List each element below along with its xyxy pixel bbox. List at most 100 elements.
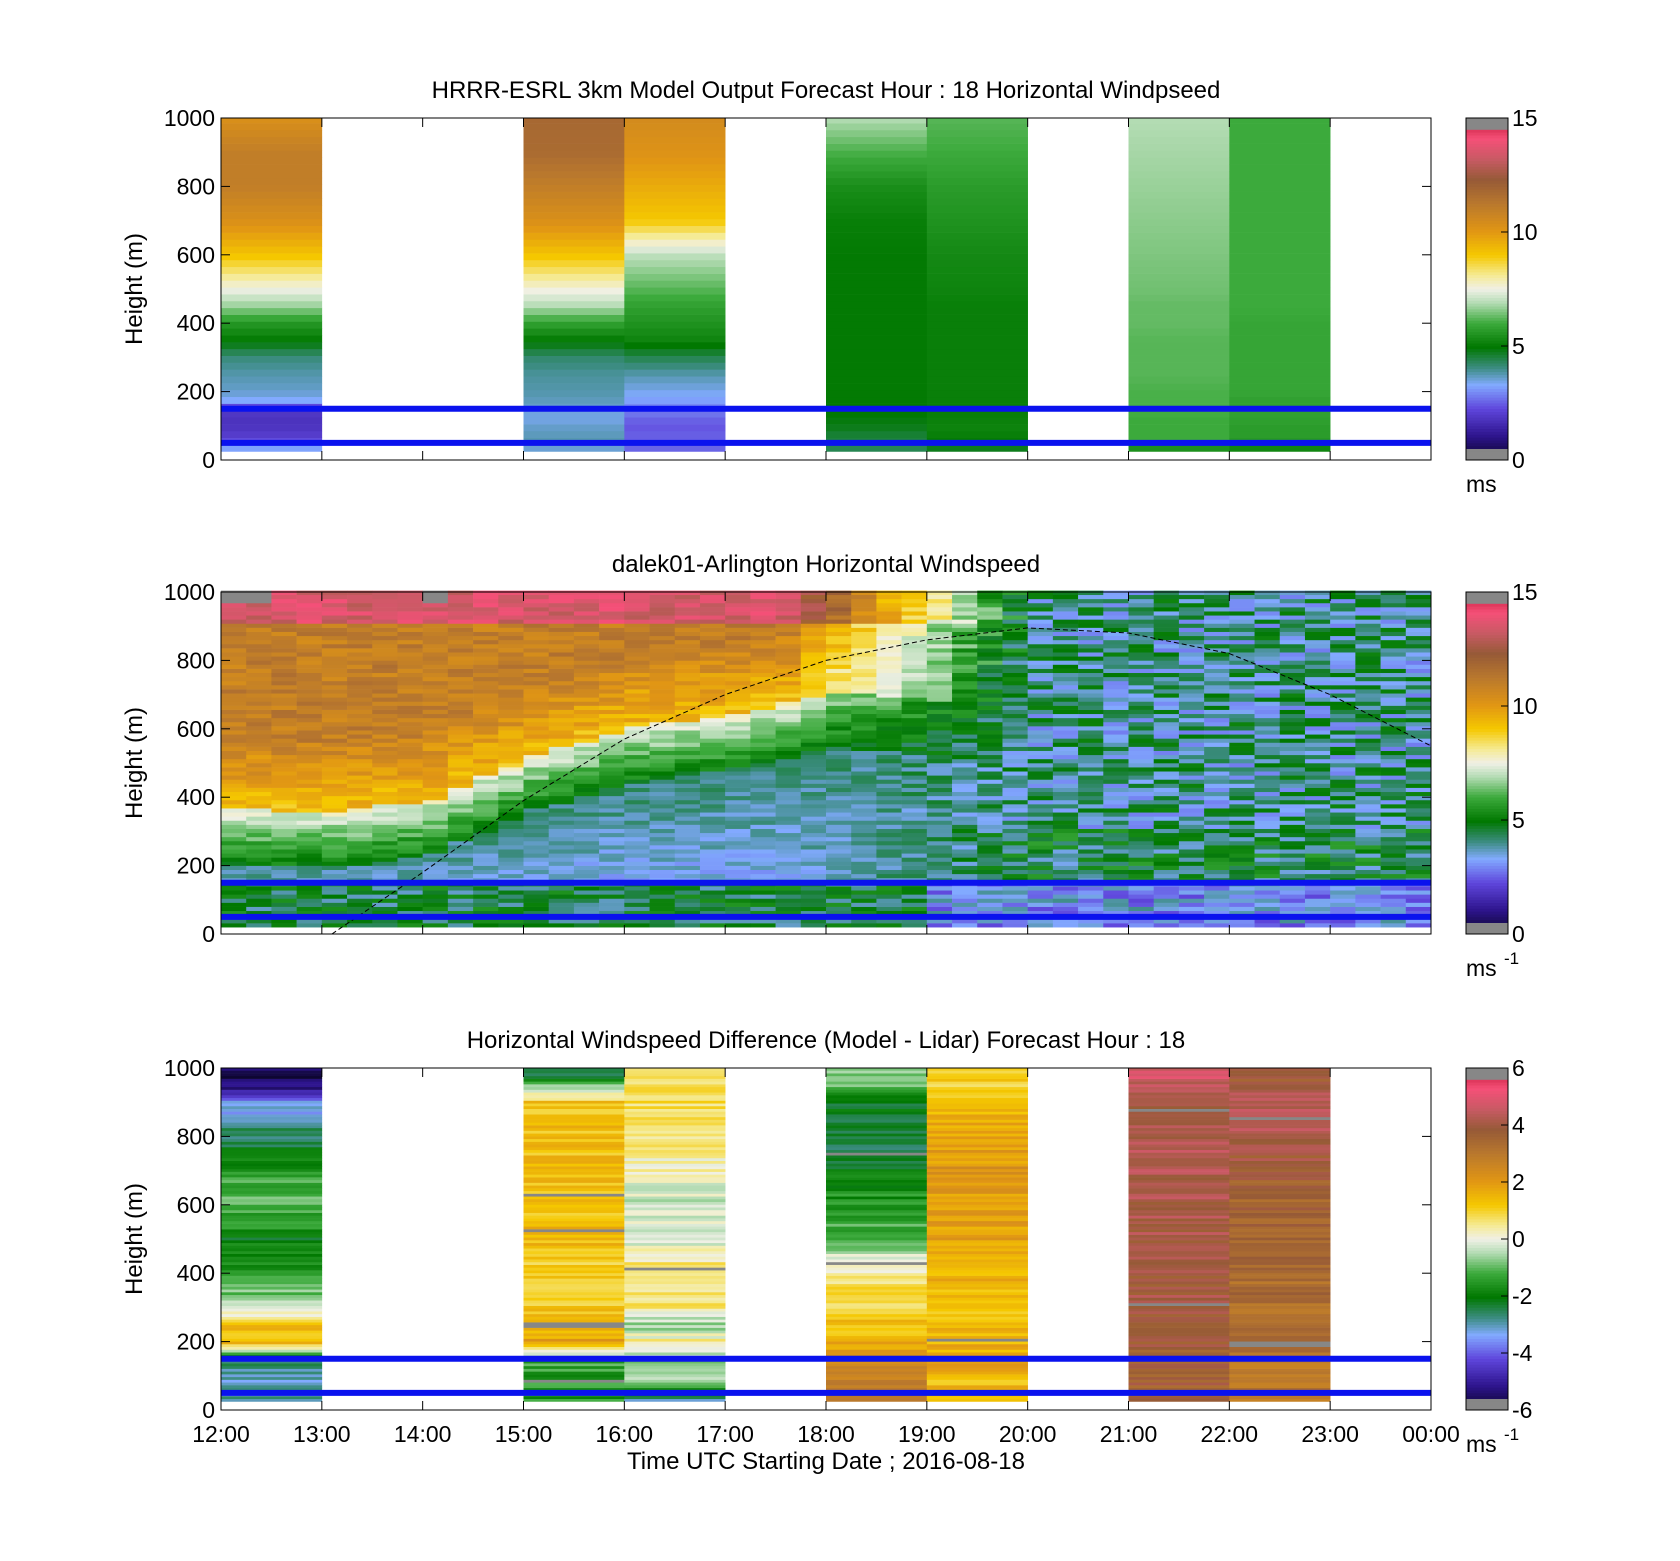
heatmap-cell	[1254, 705, 1281, 710]
heatmap-cell	[926, 212, 1028, 220]
heatmap-cell	[624, 820, 650, 825]
heatmap-cell	[1254, 648, 1281, 653]
heatmap-cell	[624, 795, 650, 801]
heatmap-cell	[977, 627, 1003, 632]
heatmap-cell	[321, 668, 348, 674]
heatmap-cell	[750, 734, 776, 739]
heatmap-cell	[397, 787, 423, 793]
heatmap-cell	[296, 812, 323, 817]
heatmap-cell	[1254, 763, 1281, 768]
heatmap-cell	[1279, 619, 1306, 624]
heatmap-cell	[221, 123, 323, 131]
heatmap-cell	[599, 910, 625, 916]
heatmap-cell	[372, 750, 398, 756]
heatmap-cell	[901, 906, 928, 912]
heatmap-cell	[926, 763, 953, 768]
heatmap-cell	[851, 791, 877, 797]
heatmap-cell	[674, 631, 701, 637]
heatmap-cell	[372, 639, 398, 645]
heatmap-cell	[674, 713, 701, 719]
heatmap-cell	[1027, 923, 1054, 928]
heatmap-cell	[1254, 738, 1281, 743]
colorbar-segment	[1466, 291, 1508, 296]
heatmap-cell	[624, 1144, 726, 1148]
heatmap-cell	[422, 705, 449, 710]
heatmap-cell	[775, 594, 802, 600]
heatmap-cell	[1128, 697, 1155, 702]
heatmap-cell	[649, 660, 676, 665]
heatmap-cell	[1405, 652, 1432, 657]
heatmap-cell	[901, 820, 928, 825]
heatmap-cell	[347, 685, 373, 690]
heatmap-cell	[1229, 648, 1255, 653]
heatmap-cell	[952, 639, 978, 645]
heatmap-cell	[246, 918, 272, 924]
heatmap-cell	[624, 164, 726, 172]
heatmap-cell	[523, 376, 625, 384]
heatmap-cell	[977, 820, 1003, 825]
heatmap-cell	[221, 619, 247, 624]
heatmap-cell	[674, 672, 701, 678]
heatmap-cell	[1178, 832, 1205, 838]
heatmap-cell	[1204, 664, 1230, 669]
heatmap-cell	[1304, 607, 1331, 612]
heatmap-cell	[952, 869, 978, 875]
heatmap-cell	[1304, 783, 1331, 788]
heatmap-cell	[271, 767, 297, 772]
heatmap-cell	[1380, 840, 1407, 846]
heatmap-cell	[523, 1248, 625, 1252]
heatmap-cell	[952, 631, 978, 637]
heatmap-cell	[523, 923, 550, 928]
heatmap-cell	[624, 763, 650, 768]
heatmap-cell	[221, 383, 323, 391]
heatmap-cell	[1229, 898, 1255, 903]
heatmap-cell	[876, 676, 902, 682]
heatmap-cell	[624, 321, 726, 329]
heatmap-cell	[1304, 652, 1331, 657]
heatmap-cell	[1128, 721, 1155, 727]
heatmap-cell	[1128, 836, 1155, 842]
heatmap-cell	[624, 783, 650, 788]
heatmap-cell	[221, 611, 247, 616]
heatmap-cell	[851, 730, 877, 735]
heatmap-cell	[725, 693, 751, 698]
heatmap-cell	[296, 734, 323, 739]
heatmap-cell	[1027, 648, 1054, 653]
heatmap-cell	[498, 816, 524, 821]
heatmap-cell	[221, 1297, 323, 1301]
heatmap-cell	[498, 824, 524, 829]
heatmap-cell	[573, 808, 600, 813]
heatmap-cell	[674, 812, 701, 817]
heatmap-cell	[1027, 734, 1054, 739]
heatmap-cell	[826, 164, 928, 172]
heatmap-cell	[1153, 758, 1180, 764]
heatmap-cell	[422, 763, 449, 768]
heatmap-cell	[800, 886, 827, 891]
heatmap-cell	[624, 1182, 726, 1186]
heatmap-cell	[1229, 804, 1255, 809]
heatmap-cell	[321, 635, 348, 641]
heatmap-cell	[1304, 738, 1331, 743]
heatmap-cell	[1304, 713, 1331, 719]
heatmap-cell	[851, 767, 877, 772]
colorbar-segment	[1466, 286, 1508, 290]
heatmap-cell	[624, 1240, 726, 1244]
heatmap-cell	[523, 1196, 625, 1200]
heatmap-cell	[221, 1157, 323, 1161]
heatmap-cell	[926, 734, 953, 739]
heatmap-cell	[674, 767, 701, 772]
heatmap-cell	[296, 685, 323, 690]
colorbar-segment	[1466, 703, 1508, 707]
heatmap-cell	[221, 417, 323, 425]
heatmap-cell	[1128, 328, 1230, 336]
heatmap-cell	[1128, 164, 1230, 172]
heatmap-cell	[1304, 635, 1331, 641]
heatmap-cell	[246, 656, 272, 661]
heatmap-cell	[674, 775, 701, 780]
heatmap-cell	[221, 1133, 323, 1137]
heatmap-cell	[523, 1075, 625, 1079]
colorbar-frame	[1465, 117, 1509, 461]
heatmap-cell	[826, 705, 852, 710]
heatmap-cell	[1355, 738, 1381, 743]
heatmap-cell	[1078, 639, 1104, 645]
